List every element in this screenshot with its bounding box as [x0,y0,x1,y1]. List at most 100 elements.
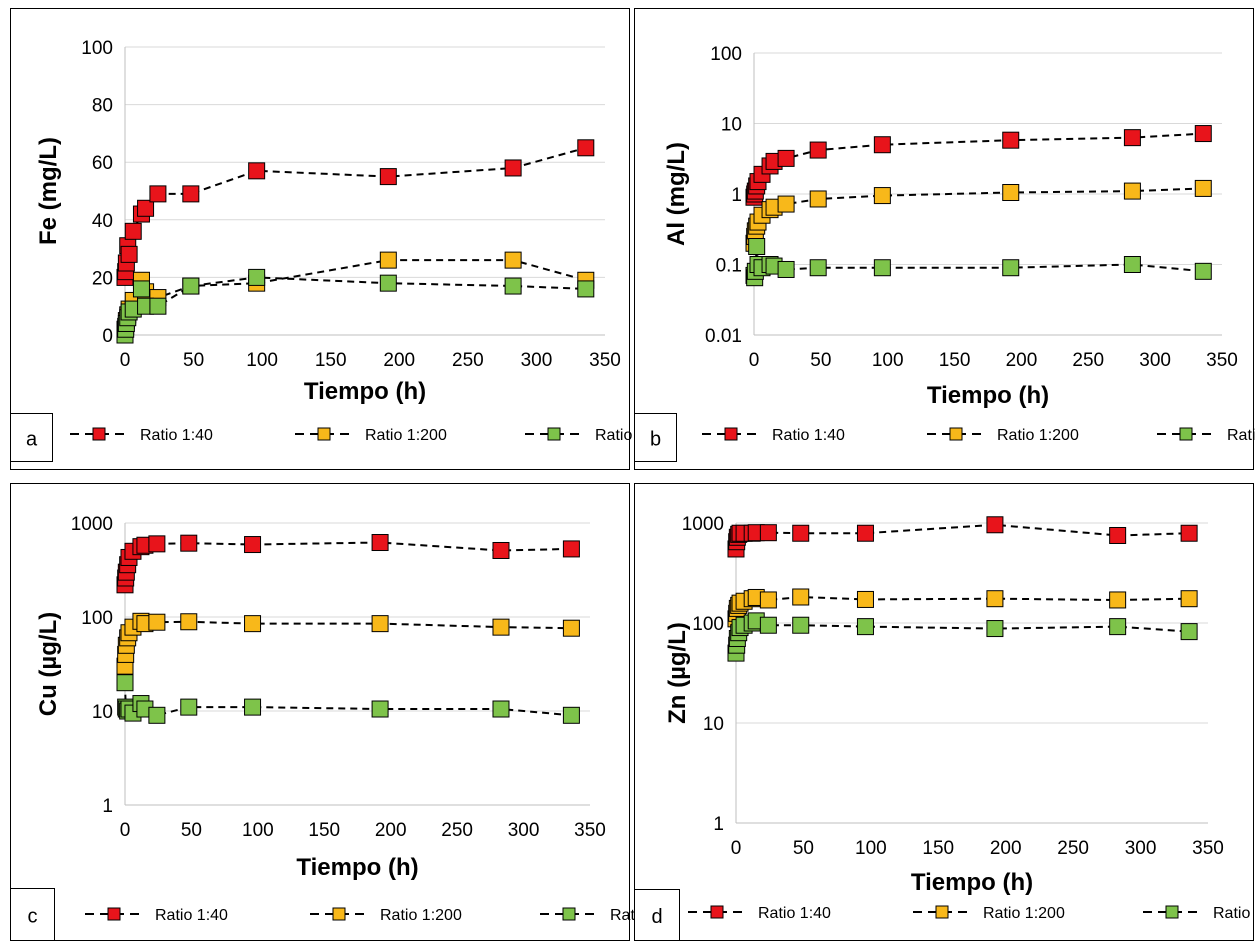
x-tick-label: 150 [308,820,340,841]
x-tick-label: 100 [246,350,278,371]
data-point [1003,185,1019,201]
legend-marker [318,428,330,440]
y-tick-label: 1 [713,814,724,835]
data-point [987,517,1003,533]
data-point [1181,591,1197,607]
y-tick-label: 80 [92,96,113,117]
data-point [793,525,809,541]
x-tick-label: 200 [375,820,407,841]
data-point [563,707,579,723]
data-point [563,620,579,636]
y-tick-label: 60 [92,153,113,174]
x-tick-label: 150 [939,350,971,371]
y-tick-label: 40 [92,211,113,232]
panel-letter: a [26,429,38,451]
x-tick-label: 200 [1006,350,1038,371]
data-point [133,281,149,297]
x-tick-label: 250 [452,350,484,371]
legend-marker [333,908,345,920]
data-point [181,535,197,551]
data-point [578,140,594,156]
legend-label: Ratio 1:40 [758,905,831,922]
x-tick-label: 150 [922,838,954,859]
legend-label: Ratio 1:200 [997,427,1079,444]
y-tick-label: 1 [731,185,742,206]
legend-label: Ratio 1:400 [1213,905,1255,922]
panel-letter: b [650,429,661,451]
x-tick-label: 350 [1192,838,1224,859]
x-tick-label: 350 [589,350,621,371]
data-point [1195,263,1211,279]
data-point [505,160,521,176]
legend-marker [950,428,962,440]
data-point [874,188,890,204]
data-point [1003,132,1019,148]
y-tick-label: 20 [92,268,113,289]
y-tick-label: 0.01 [705,326,742,347]
legend-marker [725,428,737,440]
y-axis-title: Al (mg/L) [663,142,690,246]
data-point [563,541,579,557]
data-point [150,298,166,314]
data-point [249,269,265,285]
x-tick-label: 200 [383,350,415,371]
data-point [149,614,165,630]
data-point [1110,527,1126,543]
data-point [1110,592,1126,608]
legend-label: Ratio 1:40 [155,907,228,924]
data-point [125,223,141,239]
data-point [1195,180,1211,196]
y-axis-title: Fe (mg/L) [35,137,62,245]
legend-label: Ratio 1:200 [380,907,462,924]
data-point [987,591,1003,607]
data-point [181,614,197,630]
x-tick-label: 250 [1072,350,1104,371]
data-point [874,260,890,276]
legend-marker [711,906,723,918]
legend-label: Ratio 1:200 [365,427,447,444]
data-point [121,246,137,262]
data-point [760,617,776,633]
data-point [183,186,199,202]
data-point [380,275,396,291]
data-point [505,278,521,294]
y-tick-label: 10 [92,702,113,723]
x-axis-title: Tiempo (h) [296,854,418,881]
x-tick-label: 200 [990,838,1022,859]
data-point [810,191,826,207]
data-point [1003,260,1019,276]
legend-marker [936,906,948,918]
data-point [149,536,165,552]
legend-marker [93,428,105,440]
data-point [857,619,873,635]
x-tick-label: 100 [872,350,904,371]
y-tick-label: 1000 [682,514,724,535]
data-point [380,252,396,268]
y-axis-title: Cu (µg/L) [35,612,62,716]
data-point [245,537,261,553]
data-point [778,196,794,212]
legend-marker [563,908,575,920]
data-point [149,707,165,723]
x-tick-label: 0 [749,350,760,371]
x-tick-label: 100 [242,820,274,841]
y-tick-label: 10 [721,115,742,136]
y-tick-label: 10 [703,714,724,735]
x-tick-label: 50 [793,838,814,859]
data-point [493,542,509,558]
y-tick-label: 1000 [71,514,113,535]
data-point [505,252,521,268]
data-point [1124,183,1140,199]
x-tick-label: 50 [181,820,202,841]
x-tick-label: 50 [810,350,831,371]
panel-letter: c [28,906,38,928]
x-tick-label: 100 [855,838,887,859]
data-point [1124,257,1140,273]
data-point [150,186,166,202]
y-axis-title: Zn (µg/L) [664,622,691,724]
x-tick-label: 150 [315,350,347,371]
x-tick-label: 50 [183,350,204,371]
legend-label: Ratio 1:40 [772,427,845,444]
